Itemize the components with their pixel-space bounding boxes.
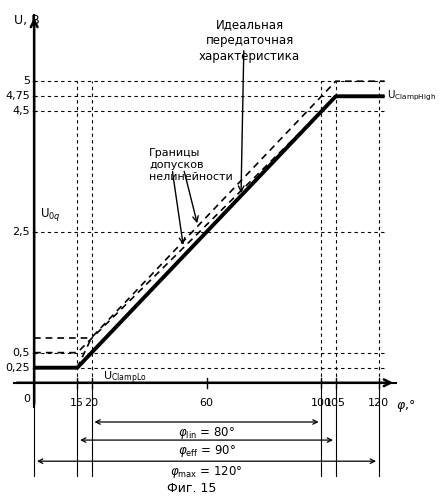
Text: 105: 105 [325, 398, 346, 408]
Text: 0: 0 [23, 394, 30, 404]
Text: U, B: U, B [14, 14, 40, 28]
Text: U$_{\mathrm{ClampHigh}}$: U$_{\mathrm{ClampHigh}}$ [388, 89, 437, 104]
Text: $\varphi_{\mathrm{max}}$ = 120°: $\varphi_{\mathrm{max}}$ = 120° [170, 464, 243, 480]
Text: 100: 100 [311, 398, 332, 408]
Text: Идеальная
передаточная
характеристика: Идеальная передаточная характеристика [199, 18, 300, 63]
Text: 4,75: 4,75 [5, 92, 30, 102]
Text: 120: 120 [368, 398, 389, 408]
Text: Фиг. 15: Фиг. 15 [168, 482, 217, 496]
Text: 2,5: 2,5 [12, 227, 30, 237]
Text: 4,5: 4,5 [12, 106, 30, 117]
Text: 15: 15 [70, 398, 84, 408]
Text: 0,5: 0,5 [12, 348, 30, 358]
Text: 0,25: 0,25 [5, 362, 30, 372]
Text: 20: 20 [85, 398, 99, 408]
Text: Границы
допусков
нелинейности: Границы допусков нелинейности [149, 148, 233, 182]
Text: 60: 60 [199, 398, 213, 408]
Text: U$_{0q}$: U$_{0q}$ [40, 206, 61, 223]
Text: U$_{\mathrm{ClampLo}}$: U$_{\mathrm{ClampLo}}$ [103, 370, 147, 386]
Text: $\varphi_{\mathrm{eff}}$ = 90°: $\varphi_{\mathrm{eff}}$ = 90° [178, 443, 235, 459]
Text: $\varphi$,°: $\varphi$,° [396, 398, 415, 414]
Text: 5: 5 [23, 76, 30, 86]
Text: $\varphi_{\mathrm{lin}}$ = 80°: $\varphi_{\mathrm{lin}}$ = 80° [178, 425, 235, 441]
